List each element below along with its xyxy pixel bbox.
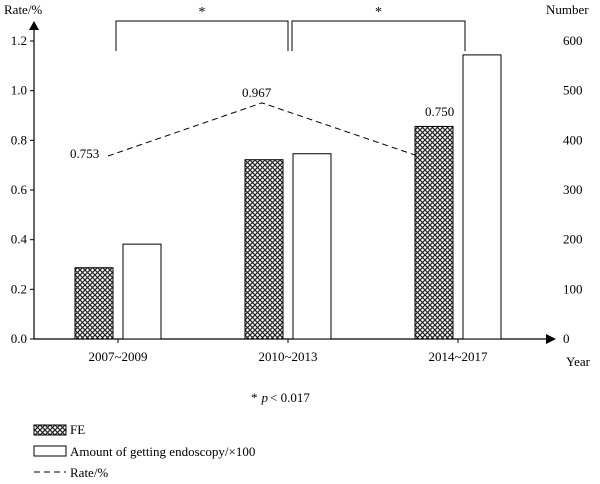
y-right-ticks: 0 100 200 300 400 500 600: [563, 33, 583, 346]
significance-star: *: [199, 5, 206, 20]
y-right-tick-label: 400: [563, 132, 583, 147]
significance-bracket: [115, 20, 289, 51]
y-right-tick-label: 500: [563, 83, 583, 98]
bar-amount: [292, 153, 332, 340]
bar-fe: [244, 159, 284, 340]
legend-fe-label: FE: [70, 422, 85, 437]
y-right-axis-title: Number: [546, 2, 589, 17]
y-left-axis-title: Rate/%: [4, 2, 42, 17]
y-right-tick-label: 300: [563, 182, 583, 197]
legend-rate-label: Rate/%: [70, 465, 108, 480]
axes: [29, 21, 556, 344]
rate-data-label: 0.967: [242, 85, 272, 100]
y-left-tick-label: 0.0: [11, 331, 27, 346]
y-left-arrow-icon: [29, 21, 39, 30]
bar-amount: [122, 243, 162, 340]
significance-star: *: [375, 5, 382, 20]
bar-fe: [74, 267, 114, 340]
significance-bracket: [291, 20, 466, 51]
rate-line: [107, 102, 421, 158]
y-left-tick-label: 1.0: [11, 83, 27, 98]
x-ticks: 2007~2009 2010~2013 2014~2017: [88, 339, 488, 364]
y-left-tick-label: 0.6: [11, 182, 28, 197]
y-left-tick-label: 0.8: [11, 132, 27, 147]
y-left-ticks: 0.0 0.2 0.4 0.6 0.8 1.0 1.2: [11, 33, 34, 346]
rate-data-label: 0.753: [70, 146, 99, 161]
y-right-tick-label: 0: [563, 331, 570, 346]
bars: [74, 54, 502, 340]
legend-amount-label: Amount of getting endoscopy/×100: [70, 444, 255, 459]
bar-fe: [414, 125, 454, 340]
legend-amount-swatch: [33, 445, 67, 457]
x-tick-label: 2010~2013: [258, 349, 317, 364]
legend: FE Amount of getting endoscopy/×100 Rate…: [33, 422, 255, 480]
y-right-tick-label: 200: [563, 232, 583, 247]
y-right-tick-label: 100: [563, 281, 583, 296]
note-p: p: [261, 390, 269, 405]
x-tick-label: 2007~2009: [88, 349, 147, 364]
y-left-tick-label: 1.2: [11, 33, 27, 48]
y-right-tick-label: 600: [563, 33, 583, 48]
x-axis-arrow-icon: [546, 334, 556, 344]
x-tick-label: 2014~2017: [428, 349, 488, 364]
y-left-tick-label: 0.2: [11, 281, 27, 296]
rate-data-label: 0.750: [425, 104, 454, 119]
y-left-tick-label: 0.4: [11, 232, 28, 247]
legend-fe-swatch: [33, 424, 67, 436]
x-axis-title: Year: [566, 354, 591, 369]
p-value-note: * p < 0.017: [251, 390, 310, 405]
rate-series: 0.753 0.967 0.750: [70, 85, 454, 161]
bar-amount: [462, 54, 502, 340]
note-threshold: < 0.017: [270, 390, 310, 405]
note-star: *: [251, 390, 258, 405]
significance-brackets: * *: [115, 5, 466, 51]
